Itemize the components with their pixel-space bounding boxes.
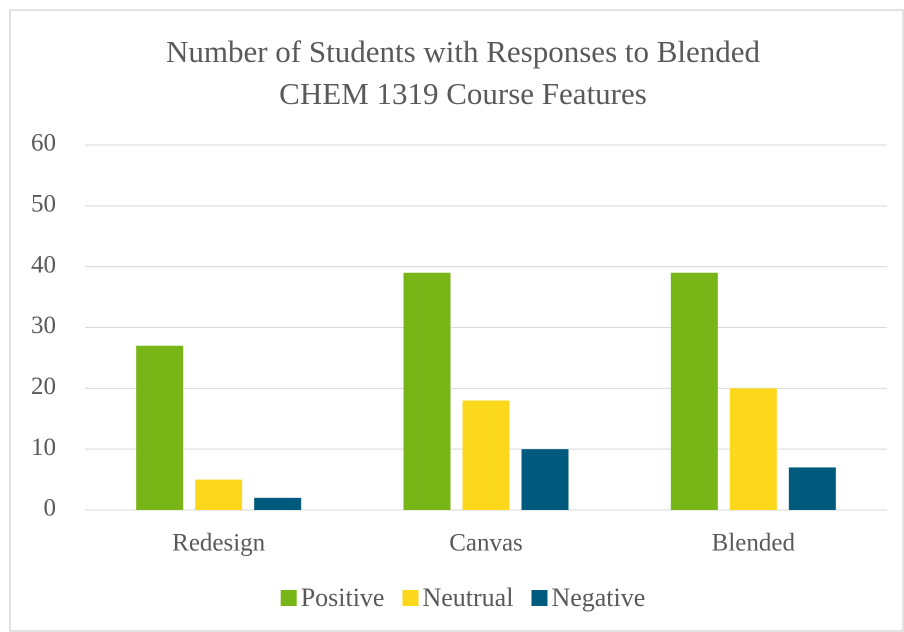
y-tick-label: 60 [31, 130, 56, 157]
y-tick-label: 0 [44, 495, 57, 522]
x-tick-label: Redesign [172, 530, 266, 557]
chart-title: Number of Students with Responses to Ble… [166, 34, 761, 69]
legend-swatch [280, 590, 297, 606]
bar [521, 449, 569, 510]
x-tick-label: Canvas [449, 530, 523, 557]
y-tick-label: 30 [31, 312, 56, 339]
bar [729, 388, 777, 510]
legend-label: Neutrual [422, 583, 513, 612]
bar [254, 497, 302, 510]
y-tick-label: 10 [31, 434, 56, 461]
bar [670, 272, 718, 510]
legend-swatch [531, 590, 548, 606]
chart-title: CHEM 1319 Course Features [279, 76, 647, 111]
bar [462, 400, 510, 510]
bar [195, 479, 243, 510]
bar [403, 272, 451, 510]
bar [788, 467, 836, 510]
bar [136, 345, 184, 510]
legend-label: Negative [551, 583, 645, 612]
chart-frame [9, 9, 904, 632]
y-tick-label: 50 [31, 191, 56, 218]
legend-swatch [402, 590, 419, 606]
legend-label: Positive [301, 583, 385, 612]
x-tick-label: Blended [712, 530, 796, 557]
y-tick-label: 40 [31, 251, 56, 278]
y-tick-label: 20 [31, 373, 56, 400]
